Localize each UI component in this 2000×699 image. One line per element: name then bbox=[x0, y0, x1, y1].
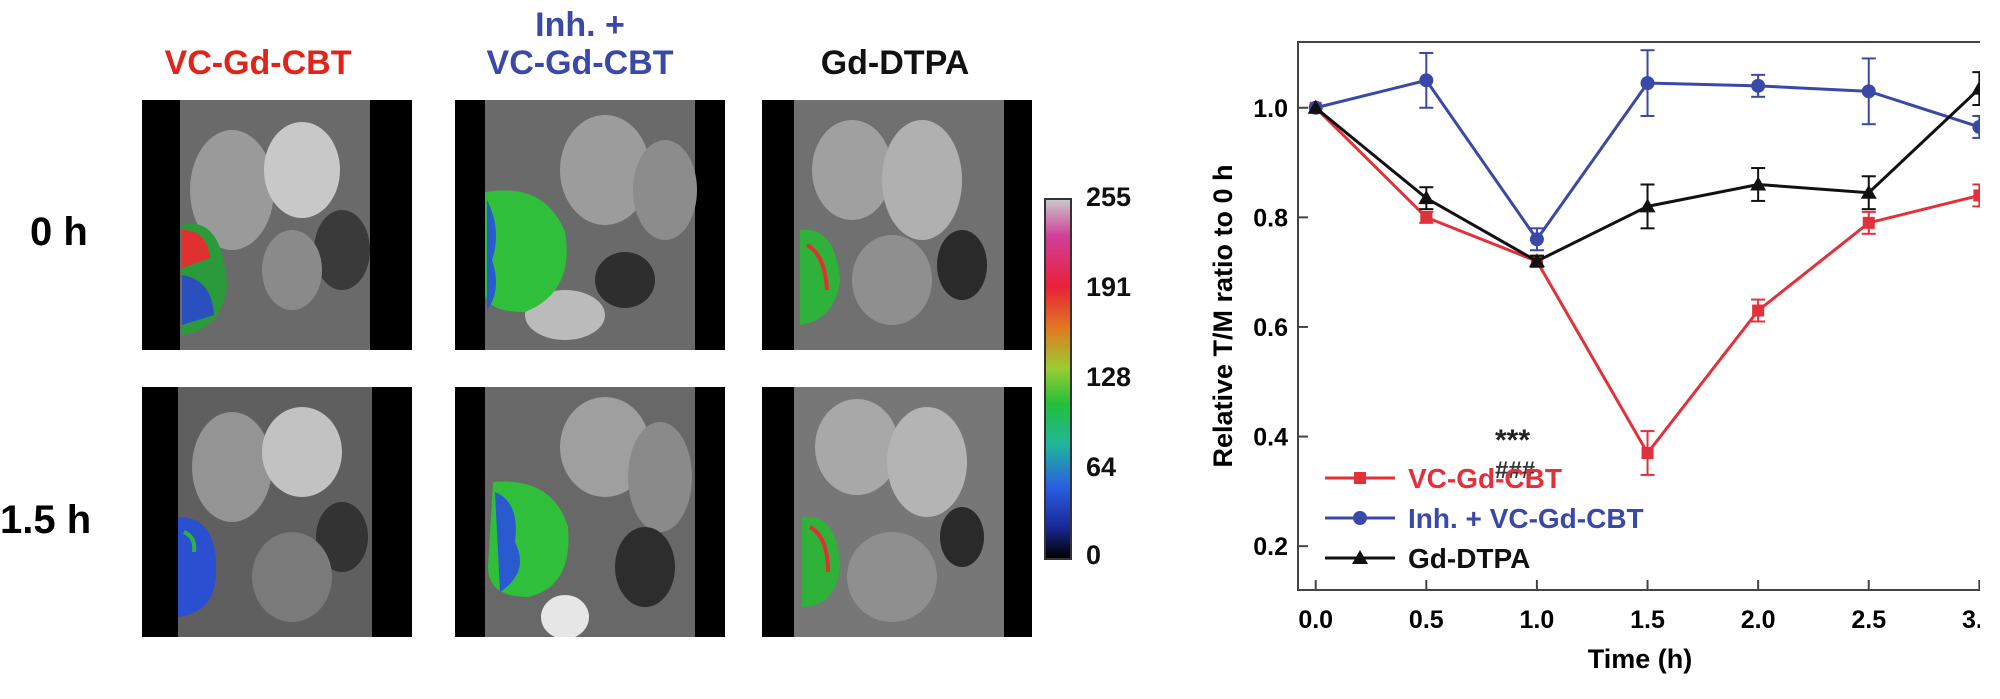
x-axis-label: Time (h) bbox=[1588, 644, 1693, 674]
colorbar-tick-label: 128 bbox=[1086, 362, 1132, 392]
data-point-circle bbox=[1529, 232, 1544, 247]
mri-scan-gd-dtpa-0h bbox=[762, 100, 1032, 350]
y-axis-label: Relative T/M ratio to 0 h bbox=[1208, 164, 1238, 467]
colorbar-tick-label: 255 bbox=[1086, 182, 1132, 212]
plot-frame bbox=[1297, 41, 1980, 591]
legend-label: Gd-DTPA bbox=[1408, 543, 1530, 574]
x-tick-label: 0.5 bbox=[1409, 606, 1444, 634]
x-tick-label: 1.0 bbox=[1520, 606, 1555, 634]
y-tick-label: 0.2 bbox=[1253, 533, 1288, 561]
data-point-triangle bbox=[1307, 99, 1324, 114]
data-point-square bbox=[1354, 472, 1366, 484]
mri-scan-inh-vc-gd-cbt-0h bbox=[455, 100, 725, 350]
mri-scan-vc-gd-cbt-0h bbox=[142, 100, 412, 350]
colorbar-tick-label: 0 bbox=[1086, 540, 1102, 570]
column-title-gd-dtpa: Gd-DTPA bbox=[760, 44, 1030, 82]
y-tick-label: 1.0 bbox=[1253, 95, 1288, 123]
x-tick-label: 2.5 bbox=[1851, 606, 1886, 634]
column-title-inh-vc-gd-cbt: Inh. + VC-Gd-CBT bbox=[430, 6, 730, 82]
colorbar-tick-label: 191 bbox=[1086, 272, 1132, 302]
x-tick-label: 0.0 bbox=[1298, 606, 1333, 634]
y-tick-label: 0.8 bbox=[1253, 204, 1288, 232]
data-point-square bbox=[1420, 211, 1433, 224]
colorbar bbox=[1044, 198, 1072, 560]
annotation-significance-1: *** bbox=[1495, 424, 1530, 457]
data-point-circle bbox=[1353, 511, 1367, 525]
data-point-square bbox=[1862, 216, 1875, 229]
row-label-1-5h: 1.5 h bbox=[0, 498, 92, 542]
legend: VC-Gd-CBT Inh. + VC-Gd-CBT Gd-DTPA bbox=[1325, 463, 1644, 574]
mri-scan-inh-vc-gd-cbt-1-5h bbox=[455, 387, 725, 637]
data-point-square bbox=[1752, 304, 1765, 317]
series-line bbox=[1314, 106, 1980, 456]
line-chart: 0.0 0.5 1.0 1.5 2.0 2.5 3.0 0.2 0.4 0.6 0.8 1.0 Ti… bbox=[1208, 41, 1980, 674]
y-axis-ticks: 0.2 0.4 0.6 0.8 1.0 bbox=[1253, 95, 1308, 561]
column-title-line: Gd-DTPA bbox=[820, 44, 970, 82]
x-tick-label: 1.5 bbox=[1630, 606, 1665, 634]
row-label-0h: 0 h bbox=[30, 210, 88, 254]
data-point-square bbox=[1973, 189, 1980, 202]
data-point-circle bbox=[1419, 73, 1434, 88]
data-point-triangle bbox=[1860, 184, 1877, 199]
data-point-circle bbox=[1861, 84, 1876, 99]
column-title-vc-gd-cbt: VC-Gd-CBT bbox=[118, 44, 398, 82]
y-tick-label: 0.6 bbox=[1253, 314, 1288, 342]
colorbar-tick-label: 64 bbox=[1086, 452, 1117, 482]
column-title-line: VC-Gd-CBT bbox=[164, 44, 352, 82]
series-vc-gd-cbt bbox=[1309, 101, 1980, 476]
data-point-triangle bbox=[1528, 253, 1545, 268]
annotation-significance-2: ### bbox=[1495, 457, 1535, 484]
data-point-triangle bbox=[1418, 190, 1435, 205]
data-point-circle bbox=[1751, 78, 1766, 93]
x-axis-ticks: 0.0 0.5 1.0 1.5 2.0 2.5 3.0 bbox=[1298, 580, 1980, 634]
data-point-triangle bbox=[1750, 176, 1767, 191]
mri-scan-vc-gd-cbt-1-5h bbox=[142, 387, 412, 637]
column-title-line: VC-Gd-CBT bbox=[486, 44, 674, 82]
data-point-triangle bbox=[1352, 550, 1368, 564]
data-point-circle bbox=[1972, 119, 1980, 134]
series-gd-dtpa bbox=[1307, 71, 1980, 268]
legend-label: Inh. + VC-Gd-CBT bbox=[1408, 503, 1644, 534]
y-tick-label: 0.4 bbox=[1253, 424, 1288, 452]
x-tick-label: 3.0 bbox=[1962, 606, 1980, 634]
data-point-triangle bbox=[1639, 198, 1656, 213]
series-group bbox=[1307, 49, 1980, 476]
data-point-square bbox=[1641, 447, 1654, 459]
mri-scan-gd-dtpa-1-5h bbox=[762, 387, 1032, 637]
data-point-triangle bbox=[1971, 80, 1980, 95]
data-point-circle bbox=[1640, 76, 1655, 91]
legend-label: VC-Gd-CBT bbox=[1408, 463, 1562, 494]
x-tick-label: 2.0 bbox=[1741, 606, 1776, 634]
column-title-line: Inh. + bbox=[535, 6, 625, 44]
